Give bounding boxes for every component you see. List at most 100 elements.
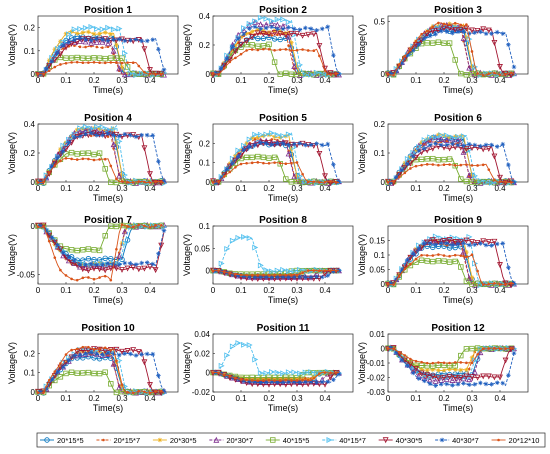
data-point	[416, 246, 422, 252]
data-point	[111, 132, 116, 138]
data-point	[422, 241, 427, 246]
data-point	[500, 241, 506, 246]
data-point	[158, 224, 164, 230]
data-point	[394, 350, 399, 356]
data-point	[319, 142, 325, 148]
x-axis-label: Time(s)	[93, 85, 123, 95]
data-point	[289, 146, 294, 152]
data-point	[150, 261, 156, 267]
data-point	[289, 40, 294, 46]
data-point	[88, 39, 95, 46]
data-point	[247, 144, 252, 150]
y-tick-label: 0	[31, 178, 36, 187]
data-point	[278, 273, 282, 277]
data-point	[480, 146, 487, 153]
data-point	[399, 60, 405, 66]
data-point	[311, 70, 317, 76]
data-point	[485, 373, 492, 380]
data-point	[85, 369, 92, 376]
data-point	[103, 157, 107, 161]
data-point	[235, 340, 242, 346]
data-point	[424, 147, 431, 154]
data-point	[300, 72, 305, 78]
data-point	[92, 347, 96, 351]
data-point	[38, 223, 44, 229]
data-point	[318, 54, 321, 58]
x-tick-label: 0.3	[291, 76, 303, 85]
data-point	[469, 345, 475, 352]
data-point	[452, 57, 458, 63]
data-point	[475, 346, 480, 352]
data-point	[275, 26, 280, 32]
data-point	[285, 131, 292, 138]
data-point	[150, 37, 156, 42]
x-tick-label: 0.4	[144, 286, 156, 295]
data-point	[388, 180, 394, 186]
data-point	[252, 18, 259, 25]
y-tick-label: 0.02	[194, 349, 210, 358]
data-point	[68, 259, 75, 266]
data-point	[313, 69, 320, 76]
data-point	[294, 142, 300, 149]
data-point	[313, 71, 320, 78]
data-point	[131, 225, 135, 229]
data-point	[405, 257, 410, 263]
data-point	[419, 366, 424, 372]
legend-marker	[497, 438, 500, 442]
data-point	[87, 276, 90, 279]
data-point	[466, 275, 473, 281]
data-point	[464, 147, 469, 153]
data-point	[497, 374, 503, 381]
data-point	[89, 134, 93, 138]
data-point	[295, 161, 299, 164]
data-point	[318, 269, 321, 273]
data-point	[334, 180, 338, 184]
data-point	[47, 69, 51, 72]
data-point	[81, 345, 85, 349]
data-point	[493, 178, 496, 182]
data-point	[74, 247, 80, 254]
x-tick-label: 0.3	[466, 286, 478, 295]
y-tick-label: 0	[31, 222, 36, 231]
data-point	[105, 40, 111, 47]
data-point	[235, 154, 241, 159]
data-point	[301, 172, 304, 176]
data-point	[71, 26, 78, 33]
data-point	[77, 25, 84, 32]
data-point	[466, 141, 472, 147]
data-point	[408, 46, 413, 51]
data-point	[102, 166, 108, 172]
data-point	[246, 342, 253, 348]
data-point	[131, 61, 135, 64]
data-point	[108, 55, 114, 61]
data-point	[478, 380, 483, 386]
data-point	[139, 132, 144, 138]
x-tick-label: 0.4	[144, 184, 156, 193]
data-point	[425, 29, 429, 33]
data-point	[105, 131, 111, 136]
data-point	[113, 179, 120, 186]
data-point	[63, 55, 69, 61]
data-point	[36, 391, 40, 394]
y-tick-label: 0	[206, 369, 211, 378]
x-tick-label: 0	[211, 394, 216, 403]
data-point	[148, 72, 152, 76]
series-line	[37, 346, 165, 394]
series-20*12*10	[211, 161, 340, 184]
data-point	[120, 61, 124, 65]
data-point	[154, 390, 157, 393]
data-point	[435, 39, 442, 45]
data-point	[297, 27, 303, 33]
data-point	[115, 359, 118, 363]
data-point	[103, 274, 107, 278]
data-point	[314, 28, 319, 33]
data-point	[269, 275, 275, 280]
data-point	[269, 369, 275, 375]
data-point	[310, 31, 317, 38]
data-point	[97, 31, 102, 37]
data-point	[131, 181, 135, 184]
data-point	[492, 282, 497, 288]
x-tick-label: 0.4	[319, 76, 331, 85]
series-20*12*10	[36, 156, 165, 184]
data-point	[233, 43, 238, 48]
